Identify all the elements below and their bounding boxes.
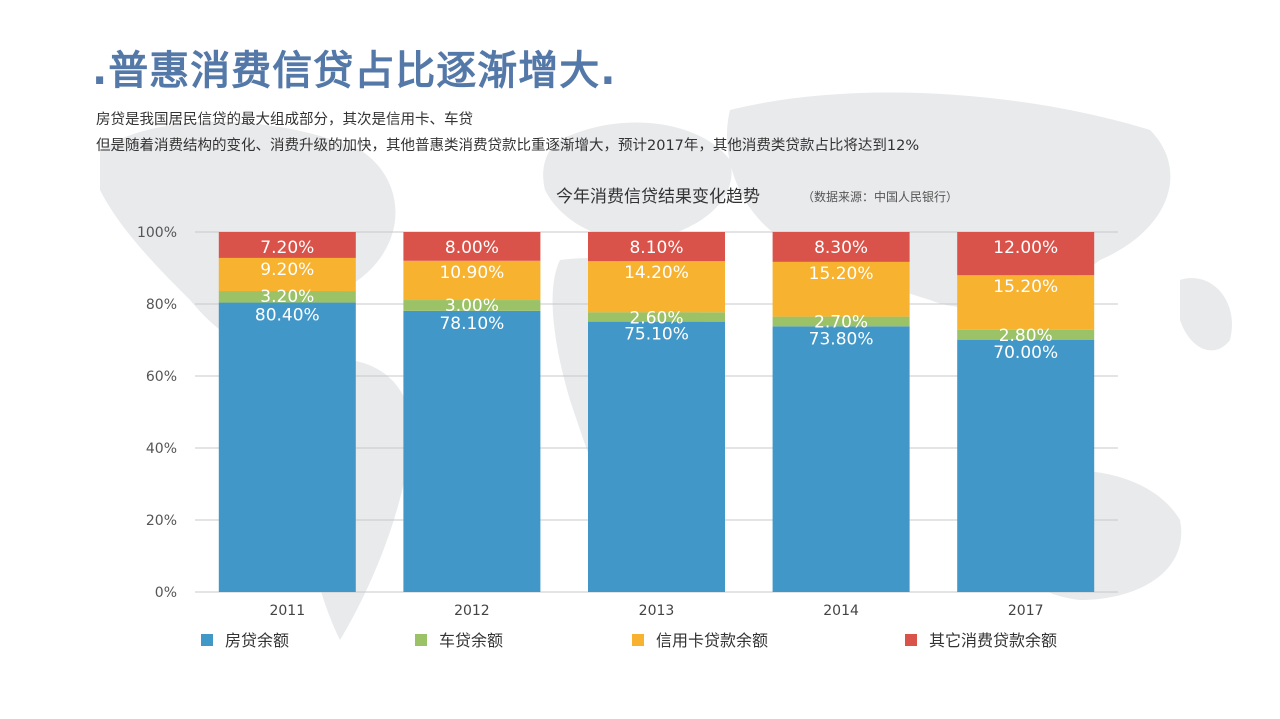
y-tick-label: 60%	[146, 369, 177, 385]
x-tick-label: 2017	[1008, 603, 1044, 619]
data-label: 8.30%	[814, 238, 868, 258]
y-tick-label: 80%	[146, 297, 177, 313]
data-label: 70.00%	[993, 343, 1058, 363]
data-label: 3.20%	[260, 287, 314, 307]
data-label: 15.20%	[809, 264, 874, 284]
legend-label: 房贷余额	[225, 631, 289, 650]
data-label: 2.70%	[814, 313, 868, 333]
x-tick-label: 2013	[639, 603, 675, 619]
chart-title: 今年消费信贷结果变化趋势	[556, 187, 760, 207]
bar-segment	[403, 300, 541, 311]
legend-swatch	[905, 634, 917, 646]
bar-segment	[772, 232, 910, 262]
bar-segment	[588, 312, 725, 322]
data-label: 8.10%	[629, 238, 683, 258]
data-label: 3.00%	[445, 296, 499, 316]
y-tick-label: 100%	[137, 225, 177, 241]
data-label: 9.20%	[260, 260, 314, 280]
x-tick-label: 2012	[454, 603, 490, 619]
legend-label: 车贷余额	[439, 631, 503, 650]
bar-segment	[218, 291, 356, 303]
bar-segment	[957, 275, 1095, 330]
bar-segment	[772, 261, 910, 317]
bar-segment	[403, 232, 541, 261]
data-label: 80.40%	[255, 306, 320, 326]
data-label: 15.20%	[993, 277, 1058, 297]
bar-segment	[218, 257, 356, 292]
y-tick-label: 20%	[146, 513, 177, 529]
chart-source-note: （数据来源：中国人民银行）	[802, 189, 958, 204]
bar-segment	[403, 260, 541, 301]
bar-segment	[772, 316, 910, 327]
x-tick-label: 2014	[823, 603, 859, 619]
x-tick-label: 2011	[269, 603, 305, 619]
legend-swatch	[415, 634, 427, 646]
data-label: 2.80%	[999, 326, 1053, 346]
bar-segment	[588, 261, 725, 313]
data-label: 10.90%	[439, 263, 504, 283]
page-title: .普惠消费信贷占比逐渐增大.	[92, 48, 617, 94]
legend-swatch	[632, 634, 644, 646]
bar-segment	[588, 232, 725, 262]
bar-segment	[957, 232, 1095, 276]
bar-segment	[218, 232, 356, 258]
data-label: 73.80%	[809, 329, 874, 349]
bar-segment	[772, 326, 910, 592]
legend-label: 其它消费贷款余额	[929, 631, 1057, 650]
y-tick-label: 0%	[155, 585, 177, 601]
legend-label: 信用卡贷款余额	[656, 631, 768, 650]
data-label: 2.60%	[629, 308, 683, 328]
subtitle-line-2: 但是随着消费结构的变化、消费升级的加快，其他普惠类消费贷款比重逐渐增大，预计20…	[96, 138, 920, 154]
subtitle-line-1: 房贷是我国居民信贷的最大组成部分，其次是信用卡、车贷	[96, 112, 473, 128]
bar-segment	[957, 340, 1095, 592]
bar-segment	[957, 329, 1095, 340]
data-label: 12.00%	[993, 238, 1058, 258]
data-label: 8.00%	[445, 238, 499, 258]
data-label: 14.20%	[624, 263, 689, 283]
data-label: 75.10%	[624, 325, 689, 345]
bar-segment	[218, 302, 356, 592]
bar-segment	[588, 321, 725, 592]
legend-swatch	[201, 634, 213, 646]
data-label: 7.20%	[260, 238, 314, 258]
bar-segment	[403, 310, 541, 592]
data-label: 78.10%	[439, 314, 504, 334]
y-tick-label: 40%	[146, 441, 177, 457]
